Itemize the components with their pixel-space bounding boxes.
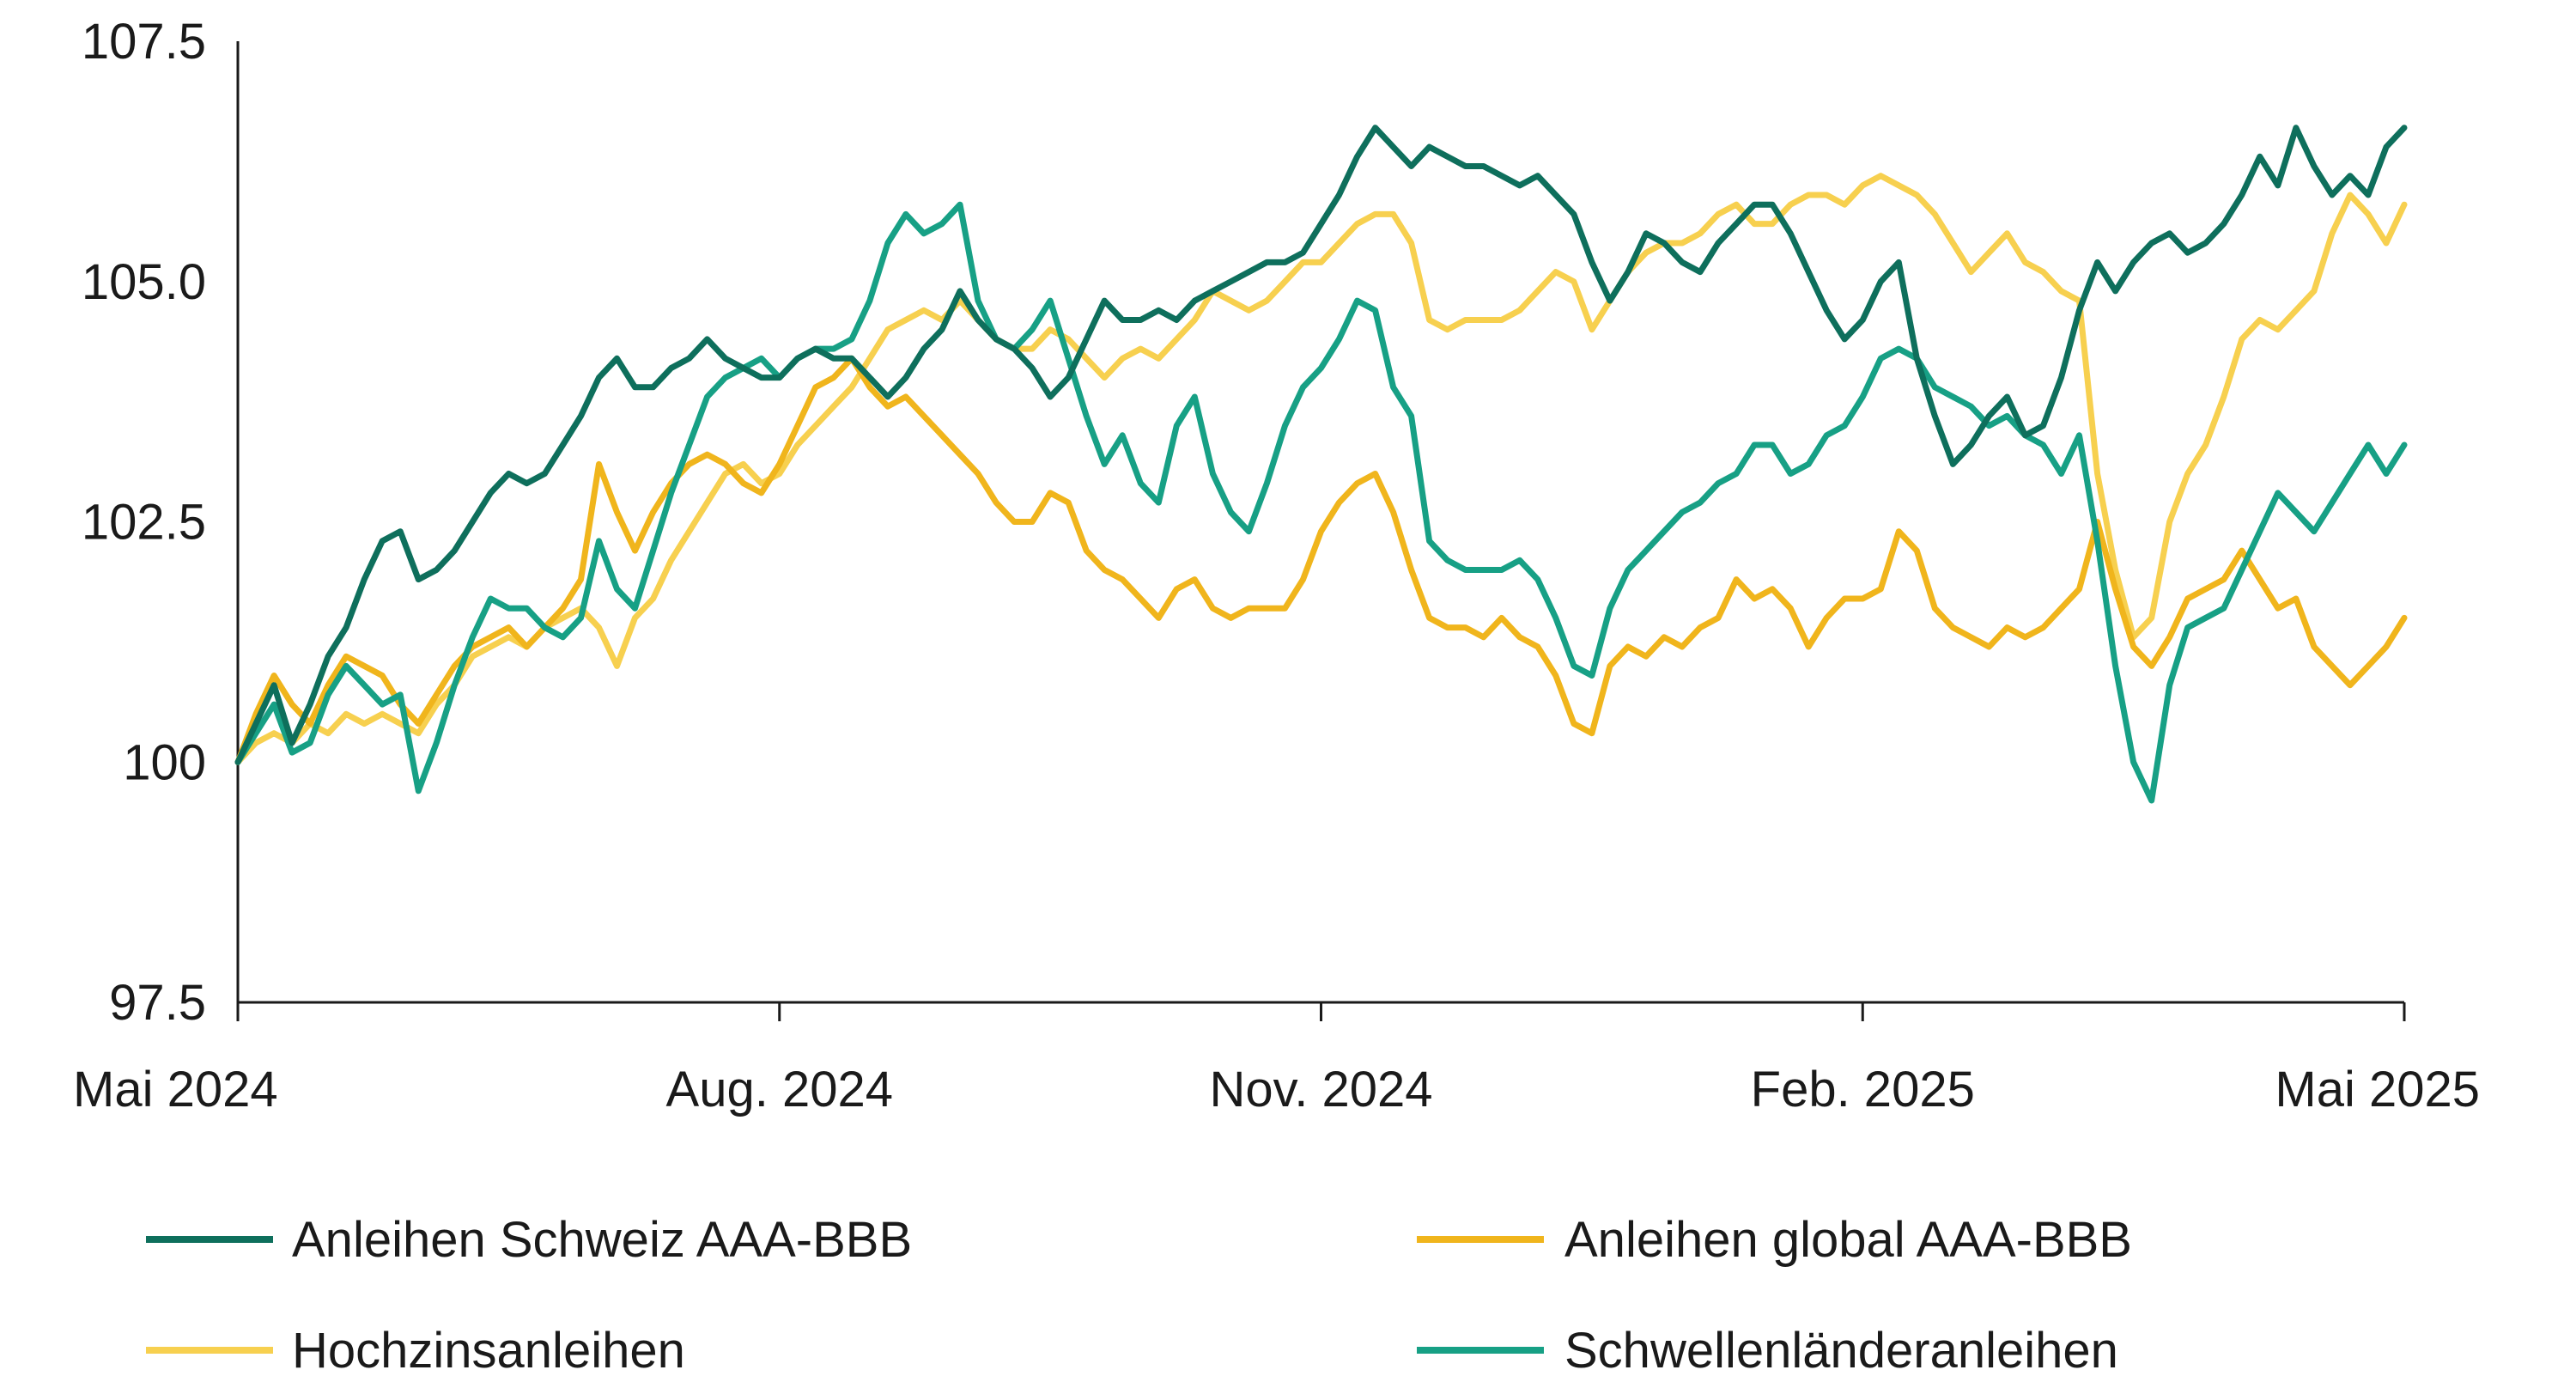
series-lines: [234, 125, 2408, 804]
series-line-2: [234, 173, 2408, 765]
legend: Anleihen Schweiz AAA-BBB Anleihen global…: [146, 1212, 2132, 1376]
y-tick-label: 97.5: [109, 975, 206, 1031]
legend-label-schwellen: Schwellenländeranleihen: [1564, 1323, 2118, 1376]
y-tick-label: 105.0: [82, 254, 206, 310]
y-tick-label: 102.5: [82, 495, 206, 551]
y-tick-label: 107.5: [82, 14, 206, 70]
y-axis: 107.5 105.0 102.5 100 97.5: [82, 14, 240, 1031]
legend-label-global: Anleihen global AAA-BBB: [1564, 1212, 2132, 1268]
y-tick-label: 100: [123, 734, 206, 790]
series-line-0: [234, 125, 2408, 765]
x-tick-label: Mai 2024: [73, 1062, 278, 1117]
x-axis: Mai 2024 Aug. 2024 Nov. 2024 Feb. 2025 Mai 2…: [73, 1001, 2480, 1117]
x-tick-label: Mai 2025: [2275, 1062, 2480, 1117]
legend-label-hochzins: Hochzinsanleihen: [292, 1323, 685, 1376]
legend-label-schweiz: Anleihen Schweiz AAA-BBB: [292, 1212, 912, 1268]
x-tick-label: Aug. 2024: [666, 1062, 893, 1117]
x-tick-label: Feb. 2025: [1751, 1062, 1975, 1117]
x-tick-label: Nov. 2024: [1209, 1062, 1432, 1117]
series-line-1: [234, 355, 2408, 765]
series-line-3: [234, 201, 2408, 804]
